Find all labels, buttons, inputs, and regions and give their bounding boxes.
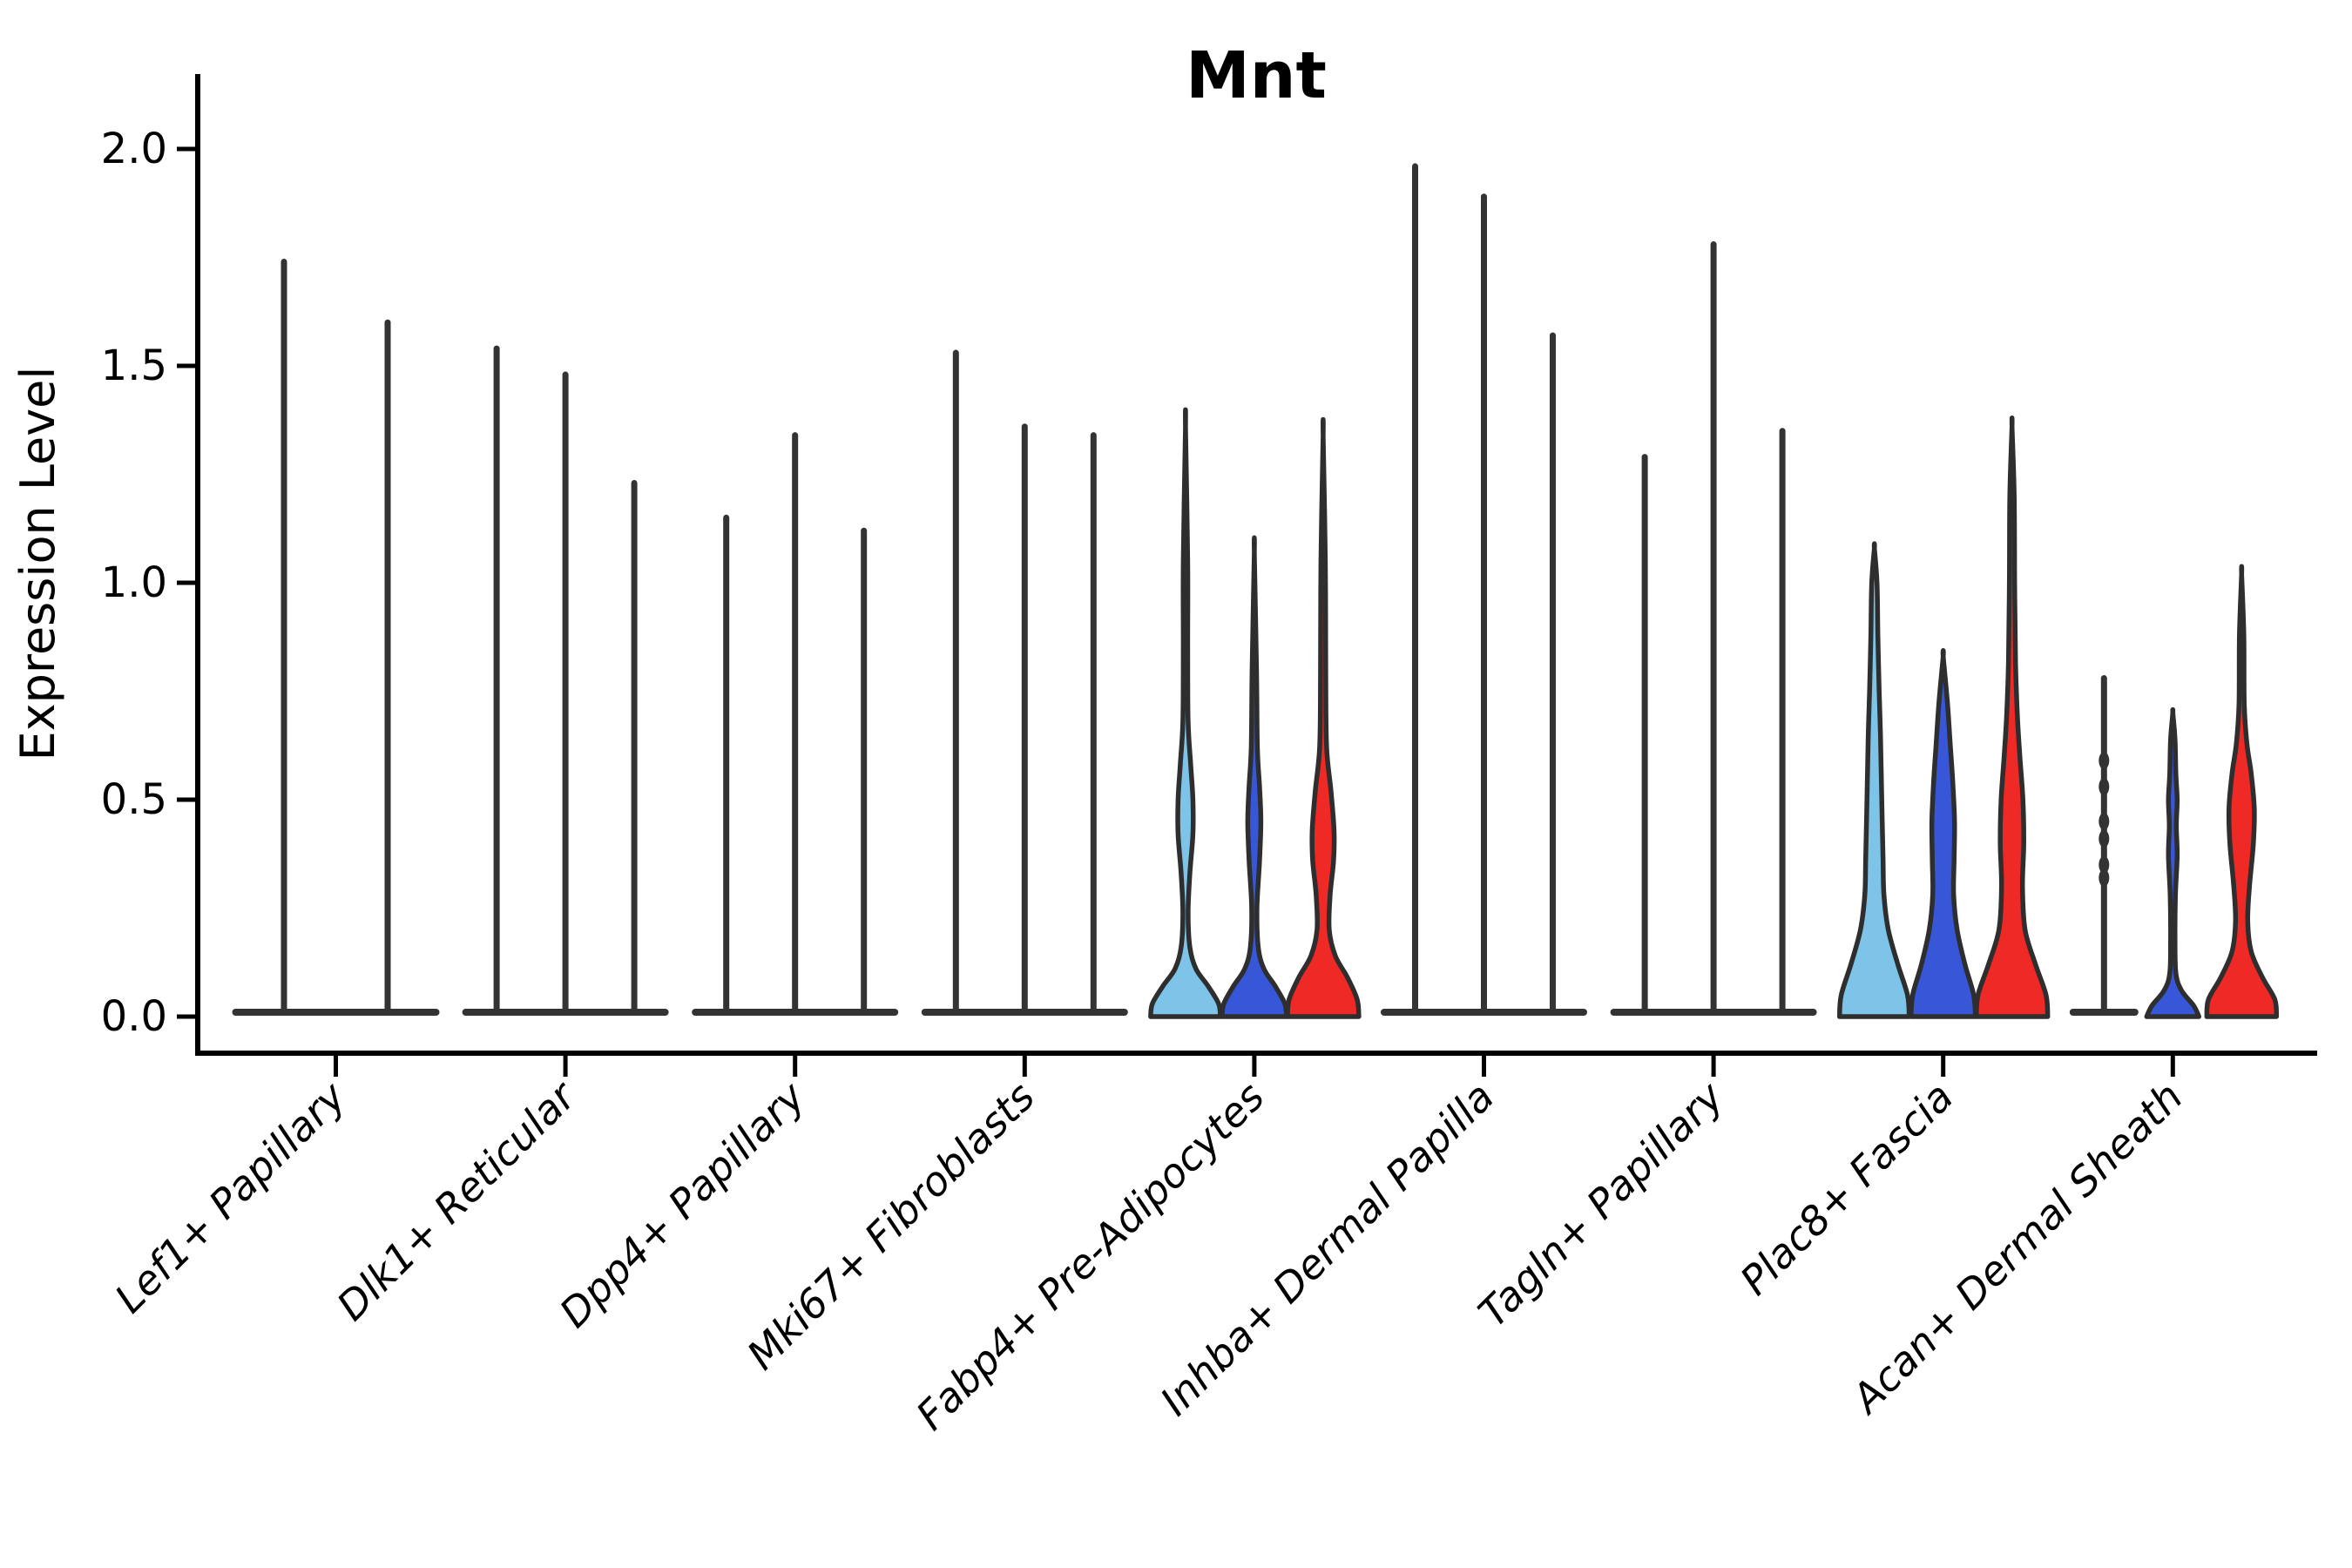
- violin-knot: [2099, 868, 2110, 887]
- y-tick-label: 0.5: [101, 775, 167, 824]
- x-tick-label: Plac8+ Fascia: [1731, 1073, 1962, 1304]
- y-axis-label: Expression Level: [10, 367, 65, 761]
- violins-layer: [280, 163, 2280, 1019]
- violin-knot: [2099, 778, 2110, 796]
- y-tick-label: 1.5: [101, 341, 167, 390]
- x-tick-label: Tagln+ Papillary: [1470, 1072, 1734, 1336]
- violin-knot: [2099, 829, 2110, 848]
- violin-density-5-light_blue: [1148, 407, 1223, 1019]
- violin-density-5-red: [1285, 416, 1362, 1019]
- violin-density-8-red: [1973, 415, 2051, 1019]
- violin-knot: [2099, 855, 2110, 874]
- violin-knot: [2099, 752, 2110, 770]
- violin-knot: [2099, 812, 2110, 830]
- violin-density-8-dark_blue: [1908, 648, 1978, 1019]
- y-tick-label: 1.0: [101, 558, 167, 607]
- y-tick-label: 2.0: [101, 125, 167, 173]
- x-tick-label: Lef1+ Papillary: [105, 1072, 355, 1321]
- violin-density-5-dark_blue: [1220, 535, 1289, 1019]
- plot-title: Mnt: [1186, 38, 1327, 113]
- violin-density-9-dark_blue: [2144, 706, 2202, 1019]
- violin-density-9-red: [2204, 564, 2280, 1019]
- violin-density-8-light_blue: [1836, 541, 1912, 1019]
- x-tick-label: Dlk1+ Reticular: [328, 1071, 586, 1329]
- x-tick-label: Dpp4+ Papillary: [551, 1072, 814, 1336]
- y-axis-ticks: 0.0 0.5 1.0 1.5 2.0: [101, 125, 198, 1041]
- y-tick-label: 0.0: [101, 992, 167, 1041]
